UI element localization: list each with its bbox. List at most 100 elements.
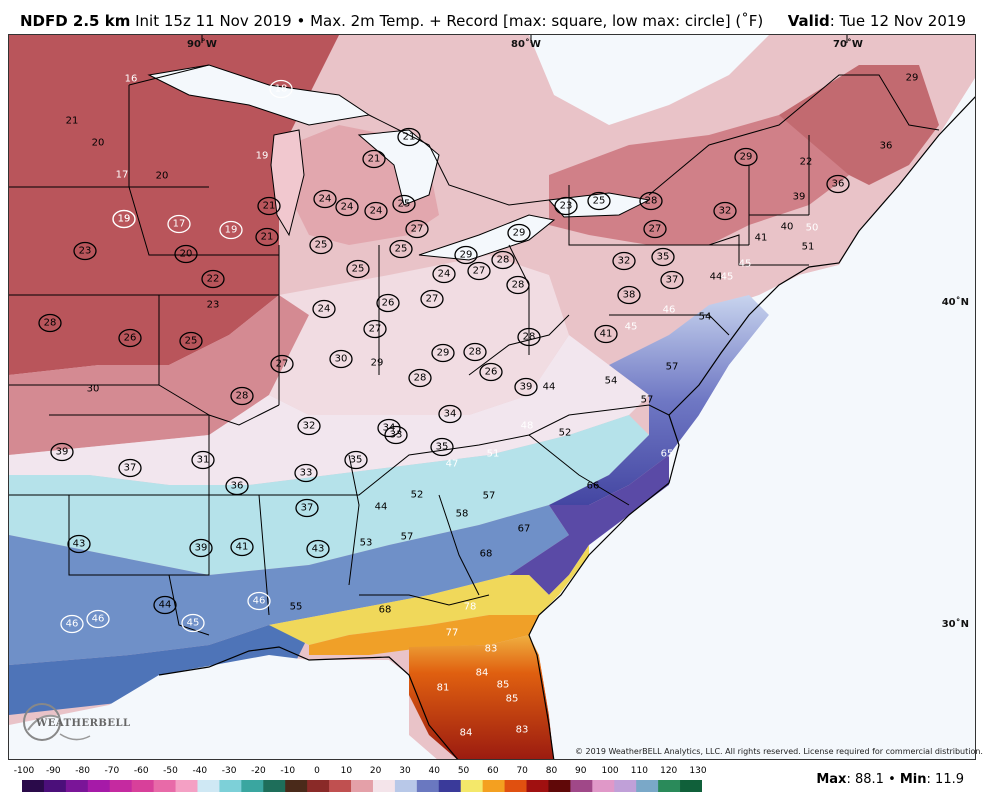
- station-temp-value: 27: [426, 294, 439, 305]
- station-temp-value: 27: [411, 224, 424, 235]
- color-legend-tick-label: -10: [280, 766, 296, 776]
- record-circle-icon: [713, 201, 737, 221]
- station-temp-value: 19: [118, 214, 131, 225]
- station-temp-value: 84: [460, 728, 473, 739]
- weatherbell-logo-icon: [23, 703, 91, 741]
- record-circle-icon: [364, 201, 388, 221]
- station-marker: 23: [554, 196, 578, 216]
- record-circle-icon: [363, 319, 387, 339]
- station-marker: 77: [446, 628, 459, 639]
- station-temp-value: 18: [275, 84, 288, 95]
- station-temp-value: 24: [438, 269, 451, 280]
- record-circle-icon: [191, 450, 215, 470]
- station-temp-value: 44: [159, 600, 172, 611]
- station-marker: 51: [802, 242, 815, 253]
- station-temp-value: 24: [319, 194, 332, 205]
- min-label: Min: [899, 772, 927, 787]
- title-bullet: •: [296, 12, 306, 30]
- color-legend-swatch: [592, 780, 615, 792]
- station-temp-value: 46: [663, 305, 676, 316]
- station-temp-value: 41: [755, 233, 768, 244]
- station-marker: 39: [514, 377, 538, 397]
- record-circle-icon: [297, 416, 321, 436]
- color-legend-tick-label: 20: [369, 766, 382, 776]
- color-legend-swatch: [131, 780, 155, 792]
- color-legend-tick-label: -40: [192, 766, 208, 776]
- record-circle-icon: [651, 247, 675, 267]
- station-temp-value: 43: [73, 539, 86, 550]
- station-marker: 58: [456, 509, 469, 520]
- color-legend-tick-label: -80: [75, 766, 90, 776]
- station-marker: 25: [389, 239, 413, 259]
- record-circle-icon: [181, 613, 205, 633]
- station-temp-value: 45: [721, 272, 734, 283]
- color-legend-swatch: [504, 780, 528, 792]
- temp-zone-gulf-states: [9, 505, 569, 665]
- color-legend-swatch: [482, 780, 506, 792]
- record-circle-icon: [306, 539, 330, 559]
- station-marker: 44: [543, 382, 556, 393]
- station-temp-value: 37: [301, 503, 314, 514]
- station-marker: 33: [384, 425, 408, 445]
- temp-zone-carolinas: [509, 455, 669, 595]
- temp-zone-warm-band: [269, 545, 589, 645]
- station-marker: 43: [306, 539, 330, 559]
- color-legend-swatch: [219, 780, 242, 792]
- max-min-stats: Max: 88.1 • Min: 11.9: [816, 772, 964, 787]
- lon-label-90w: 90˚W: [187, 39, 217, 50]
- station-marker: 35: [430, 437, 454, 457]
- color-legend-swatch: [22, 780, 45, 792]
- station-marker: 25: [392, 194, 416, 214]
- station-temp-value: 67: [518, 524, 531, 535]
- station-marker: 29: [454, 245, 478, 265]
- temp-zone-florida: [409, 635, 554, 759]
- record-circle-icon: [257, 196, 281, 216]
- lake-erie: [418, 214, 556, 261]
- station-temp-value: 28: [497, 255, 510, 266]
- map-panel: 16 18 21 20 17 20 19 17 19 19 21 21 19 21 21 23 20 22 23 24…: [8, 34, 976, 760]
- station-marker: 65: [661, 449, 674, 460]
- station-marker: 57: [483, 491, 496, 502]
- record-circle-icon: [507, 223, 531, 243]
- record-circle-icon: [397, 127, 421, 147]
- record-circle-icon: [174, 244, 198, 264]
- color-legend-swatch: [241, 780, 264, 792]
- record-circle-icon: [255, 227, 279, 247]
- station-temp-value: 29: [740, 152, 753, 163]
- station-marker: 38: [617, 285, 641, 305]
- station-temp-value: 25: [398, 199, 411, 210]
- color-legend-swatch: [614, 780, 637, 792]
- logo-text: WEATHERBELL: [36, 718, 131, 729]
- station-temp-value: 35: [657, 252, 670, 263]
- station-marker: 21: [257, 196, 281, 216]
- station-marker: 19: [112, 209, 136, 229]
- min-value: : 11.9: [926, 772, 964, 787]
- station-temp-value: 41: [600, 329, 613, 340]
- station-marker: 25: [346, 259, 370, 279]
- station-marker: 26: [376, 293, 400, 313]
- station-temp-value: 25: [352, 264, 365, 275]
- coastline: [158, 96, 975, 759]
- station-temp-value: 21: [66, 116, 79, 127]
- station-marker: 21: [397, 127, 421, 147]
- station-temp-value: 28: [512, 280, 525, 291]
- record-circle-icon: [269, 79, 293, 99]
- color-legend-swatch: [570, 780, 593, 792]
- station-marker: 67: [518, 524, 531, 535]
- station-temp-value: 68: [379, 605, 392, 616]
- station-temp-value: 28: [523, 332, 536, 343]
- station-marker: 46: [663, 305, 676, 316]
- color-legend-swatch: [416, 780, 440, 792]
- station-temp-value: 38: [623, 290, 636, 301]
- station-marker: 27: [270, 354, 294, 374]
- station-marker: 30: [329, 349, 353, 369]
- station-temp-value: 30: [335, 354, 348, 365]
- color-legend-swatch: [197, 780, 221, 792]
- station-temp-value: 27: [473, 266, 486, 277]
- station-temp-value: 19: [225, 225, 238, 236]
- lat-label-40n: 40˚N: [941, 297, 969, 308]
- temp-zone-tennessee: [9, 335, 649, 485]
- station-temp-value: 21: [261, 232, 274, 243]
- station-marker: 20: [92, 138, 105, 149]
- station-marker: 29: [906, 73, 919, 84]
